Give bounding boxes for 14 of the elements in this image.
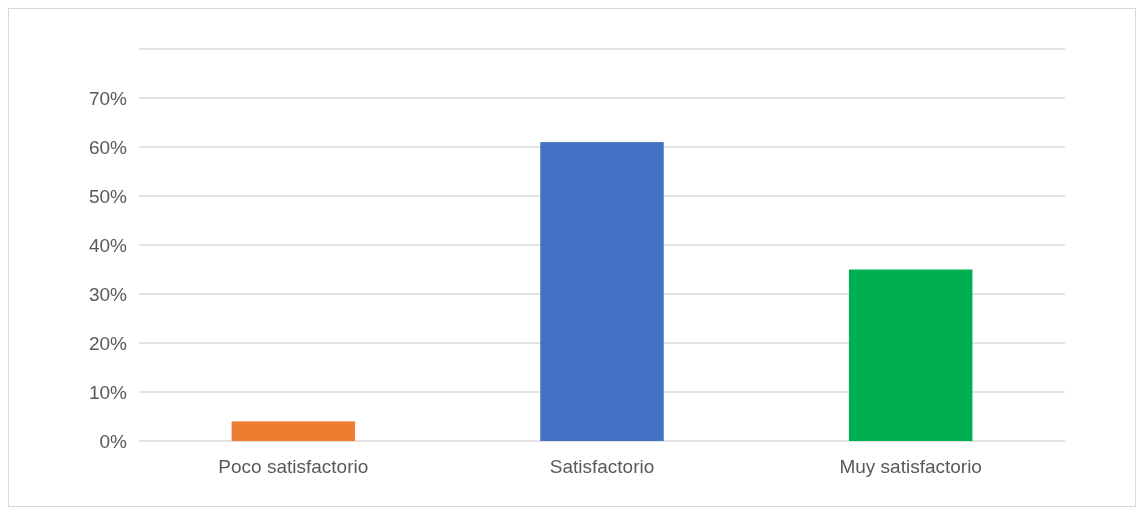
x-tick-label: Poco satisfactorio: [218, 456, 369, 477]
y-tick-label: 40%: [88, 234, 128, 256]
bar: [540, 142, 664, 441]
y-tick-label: 30%: [88, 283, 128, 305]
y-tick-label: 60%: [88, 136, 128, 158]
x-tick-label: Muy satisfactorio: [839, 456, 982, 477]
y-tick-label: 10%: [88, 381, 128, 403]
y-tick-label: 50%: [88, 185, 128, 207]
y-tick-label: 0%: [99, 430, 128, 452]
x-tick-label: Satisfactorio: [549, 456, 655, 477]
y-tick-label: 70%: [88, 87, 128, 109]
bar: [231, 421, 356, 441]
y-tick-label: 20%: [88, 332, 128, 354]
bar: [848, 269, 973, 441]
